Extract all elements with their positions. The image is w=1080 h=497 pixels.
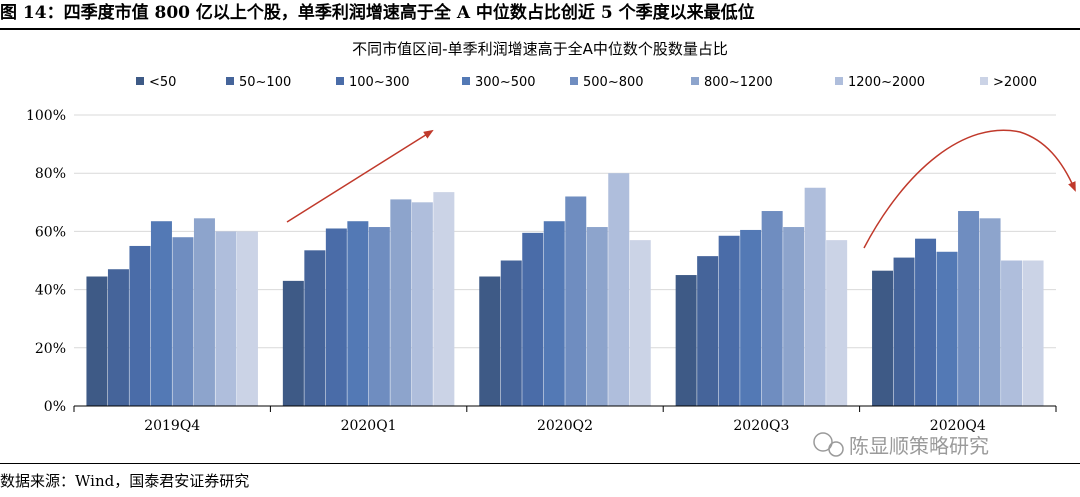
bar-1200~2000-2020Q4	[1001, 260, 1023, 406]
upward-trend-arrow	[286, 129, 434, 223]
watermark-logo	[813, 432, 844, 457]
x-tick-label: 2020Q2	[537, 418, 593, 434]
bar-100~300-2020Q3	[718, 235, 740, 406]
bar-300~500-2019Q4	[150, 221, 172, 406]
x-tick-label: 2020Q3	[733, 418, 789, 434]
bar-50~100-2020Q4	[893, 257, 915, 406]
source-note: 数据来源：Wind，国泰君安证券研究	[0, 472, 250, 490]
bar-<50-2019Q4	[86, 276, 108, 406]
bar->2000-2020Q3	[826, 240, 848, 406]
bar-<50-2020Q3	[675, 275, 697, 406]
bar->2000-2020Q4	[1022, 260, 1044, 406]
bar-800~1200-2020Q4	[979, 218, 1001, 406]
bar-300~500-2020Q2	[543, 221, 565, 406]
chart-title: 不同市值区间-单季利润增速高于全A中位数个股数量占比	[352, 40, 728, 58]
y-tick-label: 0%	[44, 399, 66, 415]
legend-label: 100~300	[349, 75, 410, 90]
bar-<50-2020Q1	[282, 280, 304, 406]
bar-50~100-2019Q4	[107, 269, 129, 406]
legend-swatch	[835, 77, 843, 85]
bar-300~500-2020Q4	[936, 251, 958, 406]
bar-100~300-2019Q4	[129, 245, 151, 406]
legend-swatch	[691, 77, 699, 85]
legend-label: 1200~2000	[848, 75, 925, 90]
bar-800~1200-2020Q2	[586, 227, 608, 406]
bar-500~800-2020Q4	[958, 211, 980, 406]
legend-label: 300~500	[475, 75, 536, 90]
figure-title: 图 14：四季度市值 800 亿以上个股，单季利润增速高于全 A 中位数占比创近…	[0, 3, 755, 23]
bars	[86, 173, 1044, 406]
bar-100~300-2020Q4	[915, 238, 937, 406]
bar-300~500-2020Q1	[347, 221, 369, 406]
bar-<50-2020Q4	[872, 270, 894, 406]
bar-500~800-2019Q4	[172, 237, 194, 406]
x-tick-label: 2020Q4	[930, 418, 986, 434]
title-divider	[0, 28, 1080, 30]
legend-label: >2000	[993, 75, 1037, 90]
downward-trend-arrow	[863, 129, 1076, 249]
bar-50~100-2020Q2	[500, 260, 522, 406]
bar-<50-2020Q2	[479, 276, 501, 406]
y-axis-ticks: 0% 20% 40% 60% 80% 100%	[26, 108, 66, 415]
legend-swatch	[336, 77, 344, 85]
y-tick-label: 40%	[35, 283, 66, 299]
bar->2000-2020Q1	[433, 192, 455, 406]
bar->2000-2019Q4	[236, 231, 258, 406]
legend-swatch	[980, 77, 988, 85]
y-tick-label: 100%	[26, 108, 66, 124]
bar-1200~2000-2019Q4	[215, 231, 237, 406]
bar-800~1200-2020Q3	[783, 227, 805, 406]
bar-chart: 不同市值区间-单季利润增速高于全A中位数个股数量占比 <50 50~100 100~…	[26, 40, 1076, 458]
legend-swatch	[570, 77, 578, 85]
bar-1200~2000-2020Q2	[608, 173, 630, 406]
y-tick-label: 80%	[35, 166, 66, 182]
bar-1200~2000-2020Q3	[804, 187, 826, 406]
y-tick-label: 60%	[35, 224, 66, 240]
bar->2000-2020Q2	[629, 240, 651, 406]
watermark-text: 陈显顺策略研究	[849, 434, 989, 458]
bar-100~300-2020Q2	[522, 232, 544, 406]
bar-100~300-2020Q1	[325, 228, 347, 406]
bar-1200~2000-2020Q1	[411, 202, 433, 406]
bar-50~100-2020Q3	[697, 256, 719, 406]
x-tick-label: 2020Q1	[341, 418, 397, 434]
bar-500~800-2020Q2	[565, 196, 587, 406]
legend-label: 50~100	[239, 75, 291, 90]
legend-label: 500~800	[583, 75, 644, 90]
bar-800~1200-2020Q1	[390, 199, 412, 406]
bar-300~500-2020Q3	[740, 229, 762, 406]
y-tick-label: 20%	[35, 341, 66, 357]
legend-swatch	[462, 77, 470, 85]
source-divider	[0, 463, 1080, 464]
x-tick-label: 2019Q4	[144, 418, 200, 434]
legend: <50 50~100 100~300 300~500 500~800 800~1200 12…	[136, 75, 1037, 90]
legend-swatch	[136, 77, 144, 85]
legend-label: <50	[149, 75, 176, 90]
bar-500~800-2020Q1	[368, 227, 390, 406]
bar-500~800-2020Q3	[761, 211, 783, 406]
bar-50~100-2020Q1	[304, 250, 326, 406]
x-axis: 2019Q4 2020Q1 2020Q2 2020Q3 2020Q4	[73, 405, 1057, 434]
legend-swatch	[226, 77, 234, 85]
bar-800~1200-2019Q4	[193, 218, 215, 406]
legend-label: 800~1200	[704, 75, 773, 90]
